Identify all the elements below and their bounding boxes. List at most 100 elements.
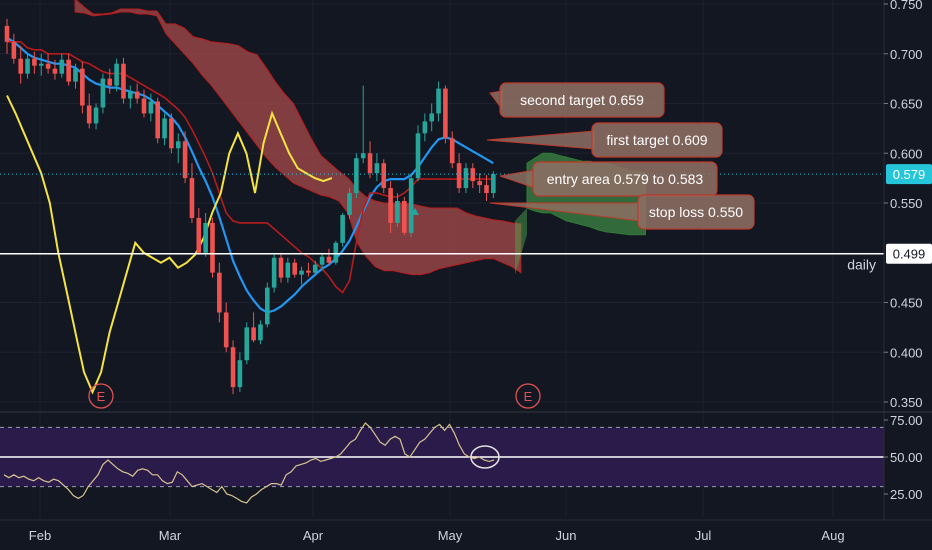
- candle-body: [134, 91, 140, 99]
- earnings-marker: E: [515, 383, 541, 409]
- candle-body: [299, 270, 304, 275]
- candle: [456, 153, 462, 194]
- callout: second target 0.659: [489, 82, 665, 118]
- candle-body: [4, 25, 10, 42]
- candle: [237, 352, 243, 393]
- callout-label: stop loss 0.550: [649, 204, 743, 220]
- candle-body: [347, 193, 352, 215]
- candle: [299, 266, 304, 285]
- lagging-span-line: [6, 95, 333, 395]
- candle-body: [175, 141, 181, 149]
- candle: [265, 282, 270, 328]
- last-price-tag-bg: [886, 164, 932, 185]
- candle: [100, 73, 106, 114]
- y-tick-label: 0.400: [890, 345, 923, 360]
- candle-body: [11, 41, 17, 59]
- candle: [449, 131, 455, 169]
- candle-body: [66, 59, 71, 82]
- candle: [11, 33, 17, 64]
- candle: [93, 103, 99, 130]
- candle: [251, 312, 256, 343]
- candle-body: [128, 91, 133, 99]
- y-tick-label: 0.750: [890, 0, 923, 12]
- candle: [443, 85, 448, 144]
- candle: [162, 113, 167, 146]
- candle-body: [237, 360, 243, 388]
- candle-body: [429, 113, 434, 122]
- support-price-tag-label: 0.499: [893, 247, 926, 262]
- candle: [114, 58, 119, 92]
- candle: [244, 322, 250, 365]
- candle: [285, 257, 291, 283]
- callout-box: [637, 194, 755, 230]
- candle: [333, 240, 339, 265]
- candle-body: [223, 312, 229, 348]
- candle-body: [100, 78, 106, 108]
- y-tick-label: 0.450: [890, 296, 923, 311]
- candle-body: [319, 256, 325, 265]
- candle-body: [217, 272, 222, 313]
- candle: [45, 53, 51, 74]
- candle-body: [491, 174, 496, 194]
- candle: [367, 141, 373, 179]
- candle-body: [114, 63, 119, 86]
- earnings-marker-circle: [515, 383, 541, 409]
- earnings-marker: E: [88, 383, 114, 409]
- candle-body: [443, 88, 448, 139]
- candle-body: [210, 222, 215, 273]
- candle: [169, 113, 174, 154]
- x-tick-label: Jul: [695, 528, 712, 543]
- candle-body: [141, 98, 147, 114]
- candle-body: [52, 68, 58, 74]
- candle-body: [258, 324, 263, 341]
- support-price-tag-bg: [886, 243, 932, 264]
- candle: [429, 103, 434, 132]
- candle: [25, 53, 30, 79]
- callout: stop loss 0.550: [489, 194, 755, 230]
- callout-label: entry area 0.579 to 0.583: [547, 171, 704, 187]
- candle: [278, 252, 284, 283]
- candle: [415, 125, 421, 182]
- candle: [422, 113, 428, 142]
- last-price-tag-label: 0.579: [893, 167, 926, 182]
- oscillator-highlight-circle: [470, 445, 500, 469]
- candle-body: [18, 58, 23, 74]
- callout-label: second target 0.659: [520, 92, 644, 108]
- candle-body: [415, 133, 421, 179]
- candle-body: [354, 158, 359, 194]
- candle: [223, 302, 229, 353]
- candle-body: [32, 58, 37, 66]
- candle: [189, 163, 195, 223]
- x-tick-label: Feb: [29, 528, 51, 543]
- y-tick-label: 0.700: [890, 47, 923, 62]
- candle: [354, 153, 359, 199]
- candle-body: [203, 222, 208, 253]
- candle-body: [155, 101, 160, 139]
- candle: [326, 248, 332, 265]
- candle: [80, 61, 85, 114]
- candle-body: [285, 262, 291, 278]
- earnings-marker-label: E: [97, 389, 106, 404]
- candle: [408, 173, 414, 237]
- candle: [121, 57, 126, 104]
- candle-body: [484, 185, 489, 194]
- candle-body: [182, 141, 188, 179]
- earnings-marker-label: E: [524, 389, 533, 404]
- candle: [463, 163, 469, 194]
- candle: [395, 193, 400, 227]
- candle-body: [265, 287, 270, 325]
- candle-body: [326, 256, 332, 263]
- candle: [203, 212, 208, 257]
- candle: [32, 51, 37, 74]
- candle-body: [463, 168, 469, 189]
- candle: [182, 131, 188, 184]
- candle-body: [230, 347, 236, 388]
- candle-body: [436, 88, 441, 114]
- candle-body: [107, 78, 113, 86]
- candle: [73, 63, 78, 89]
- candle: [134, 83, 140, 104]
- candle-body: [162, 118, 167, 139]
- candle-body: [189, 178, 195, 218]
